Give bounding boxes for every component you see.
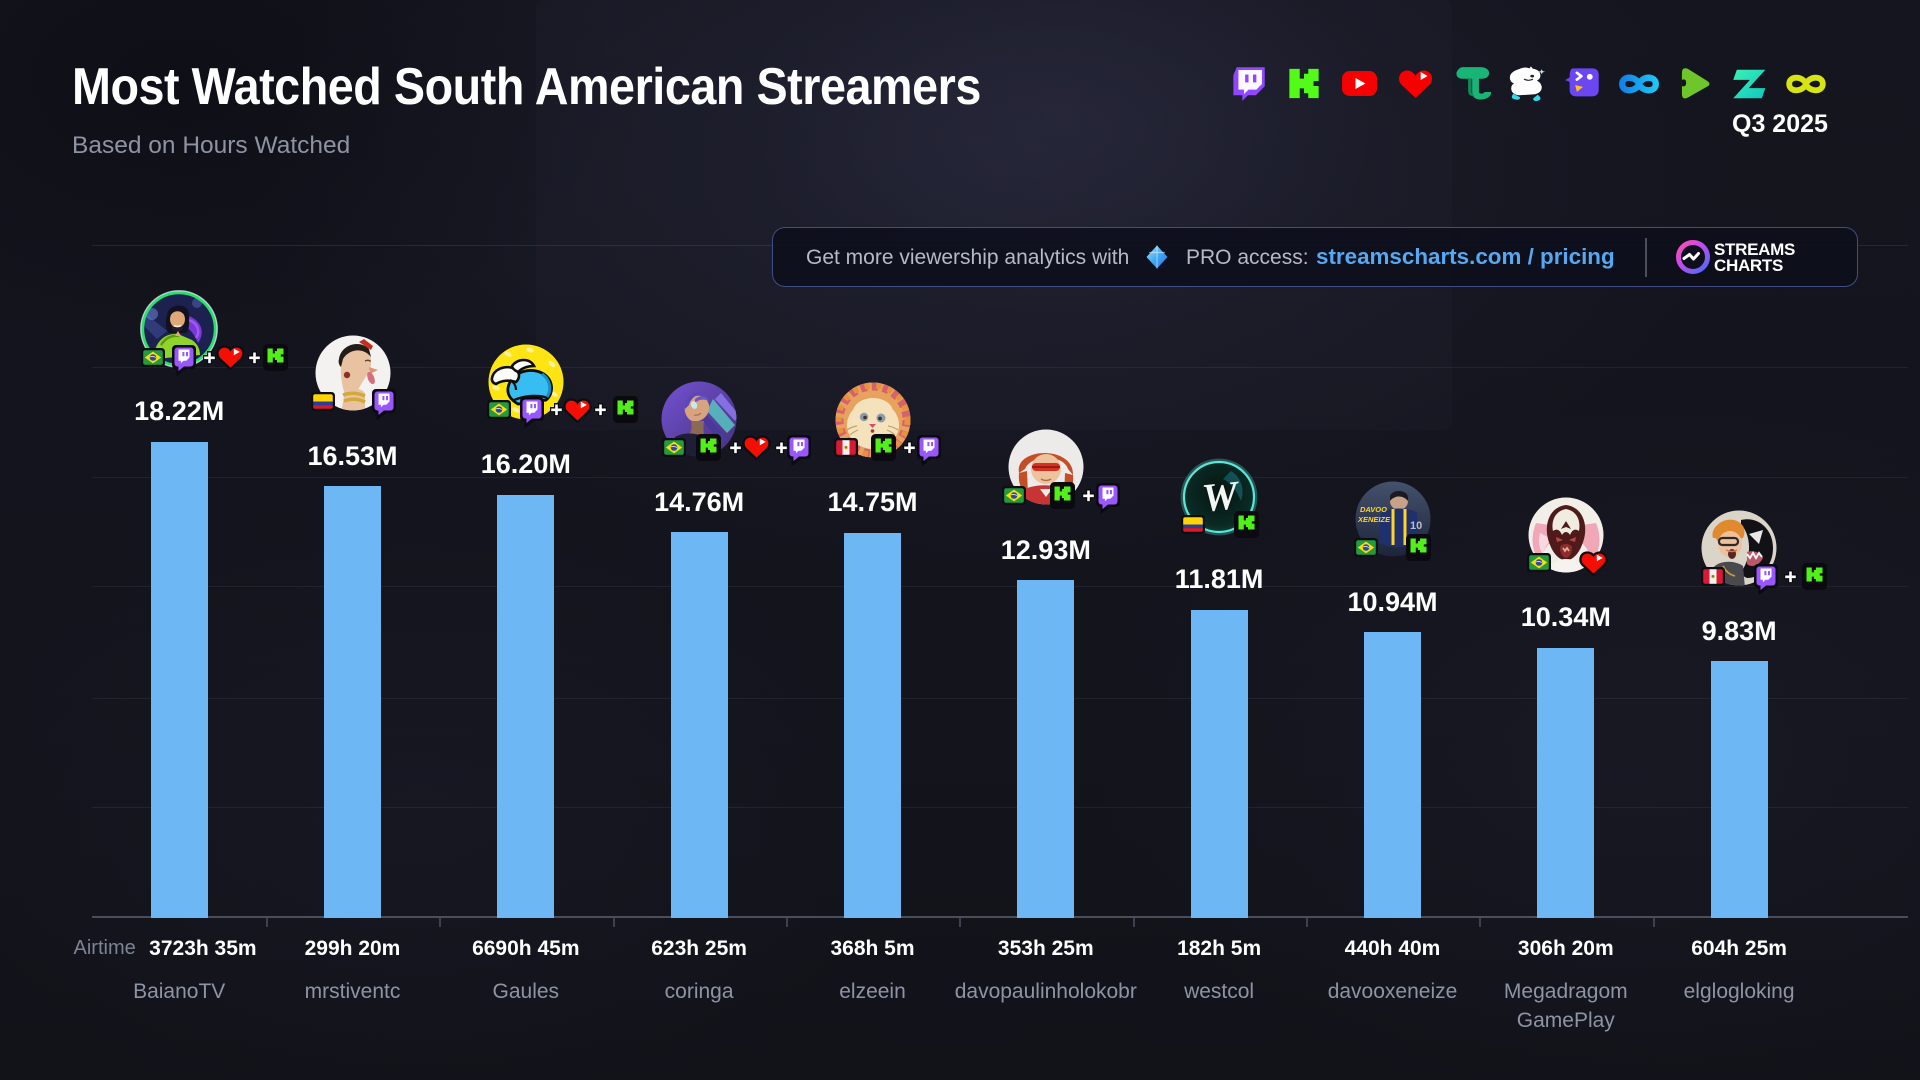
svg-text:XENEIZE: XENEIZE: [1357, 515, 1391, 524]
svg-text:10: 10: [1410, 520, 1422, 532]
svg-text:DAVOO: DAVOO: [1360, 505, 1387, 514]
